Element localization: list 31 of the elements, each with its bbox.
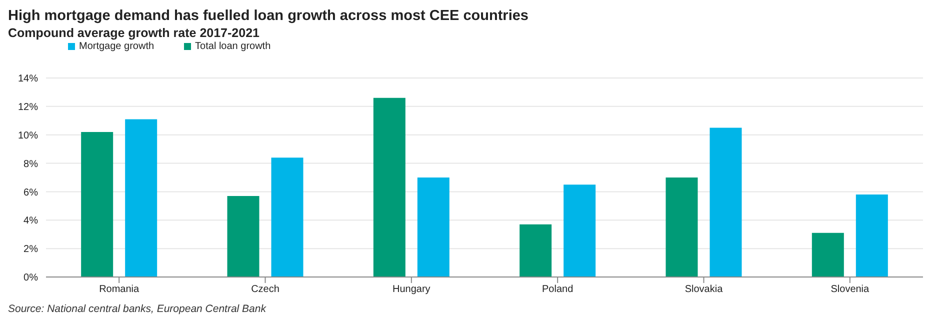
bar xyxy=(856,194,888,277)
y-tick-label: 2% xyxy=(24,244,38,256)
y-tick-label: 12% xyxy=(18,102,38,113)
bar xyxy=(227,196,260,277)
source-note: Source: National central banks, European Central Bank xyxy=(8,303,268,315)
legend-label: Mortgage growth xyxy=(79,41,154,52)
bar xyxy=(812,232,844,277)
x-tick-label: Czech xyxy=(251,284,280,296)
y-tick-label: 10% xyxy=(18,130,38,142)
bar xyxy=(564,184,596,277)
bar xyxy=(710,128,742,277)
x-tick-label: Poland xyxy=(542,284,574,296)
bar xyxy=(373,98,406,277)
bar xyxy=(520,224,552,277)
y-tick-label: 0% xyxy=(24,272,38,284)
chart-subtitle: Compound average growth rate 2017-2021 xyxy=(8,25,260,41)
x-tick-label: Slovakia xyxy=(684,284,724,296)
bar xyxy=(271,158,304,277)
legend-label: Total loan growth xyxy=(195,41,271,52)
y-tick-label: 6% xyxy=(24,187,38,198)
x-tick-label: Romania xyxy=(99,284,140,296)
chart-title: High mortgage demand has fuelled loan growth across most CEE countries xyxy=(8,8,530,25)
y-tick-label: 8% xyxy=(24,158,38,170)
x-tick-label: Slovenia xyxy=(830,284,870,296)
bar xyxy=(666,178,698,277)
y-tick-label: 14% xyxy=(18,74,38,85)
bar xyxy=(417,178,450,277)
bar xyxy=(81,132,114,277)
x-tick-label: Hungary xyxy=(392,284,430,296)
bar xyxy=(125,119,158,277)
y-tick-label: 4% xyxy=(24,216,38,227)
